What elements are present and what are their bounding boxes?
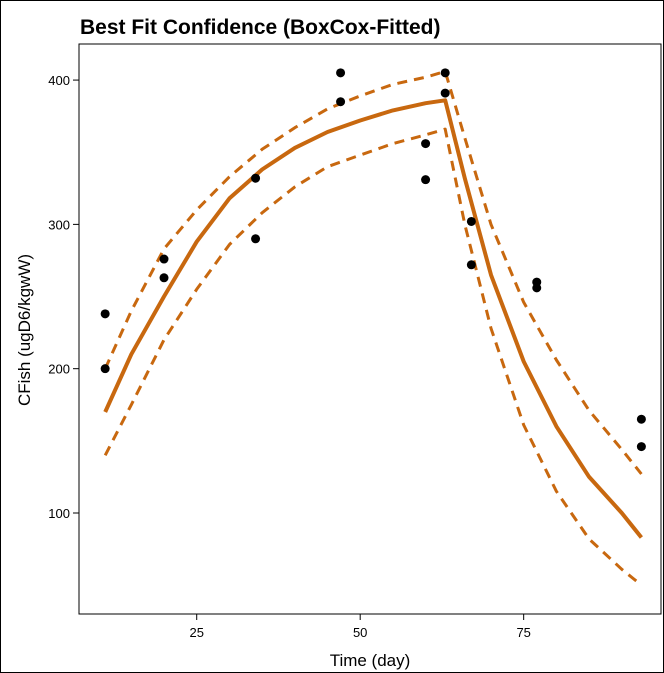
y-tick-label: 100 (48, 506, 70, 521)
data-point (159, 254, 169, 264)
data-point (440, 68, 450, 78)
x-tick-label: 75 (516, 625, 530, 640)
data-point (466, 216, 476, 226)
confidence-band-line (103, 69, 643, 475)
data-point (251, 234, 261, 244)
x-axis-label: Time (day) (330, 651, 411, 670)
series-layer (100, 68, 646, 587)
best-fit-line (103, 98, 643, 539)
plot-area (78, 43, 662, 615)
y-tick-label: 300 (48, 217, 70, 232)
y-tick-label: 400 (48, 73, 70, 88)
data-point (636, 442, 646, 452)
data-point (421, 175, 431, 185)
data-point (336, 97, 346, 107)
data-point (100, 364, 110, 374)
data-point (466, 260, 476, 270)
data-point (100, 309, 110, 319)
x-tick-label: 50 (353, 625, 367, 640)
x-axis: 25 50 75 (189, 614, 531, 640)
y-tick-label: 200 (48, 362, 70, 377)
y-axis-label: CFish (ugD6/kgwW) (15, 254, 34, 406)
data-point (421, 139, 431, 149)
data-point (532, 283, 542, 293)
data-point (440, 88, 450, 98)
confidence-band-line (103, 127, 643, 587)
chart-title: Best Fit Confidence (BoxCox-Fitted) (80, 16, 441, 39)
data-point (159, 273, 169, 283)
y-axis: 100 200 300 400 (48, 73, 79, 521)
x-tick-label: 25 (189, 625, 203, 640)
data-point (336, 68, 346, 78)
data-point (251, 173, 261, 183)
data-point (636, 414, 646, 424)
